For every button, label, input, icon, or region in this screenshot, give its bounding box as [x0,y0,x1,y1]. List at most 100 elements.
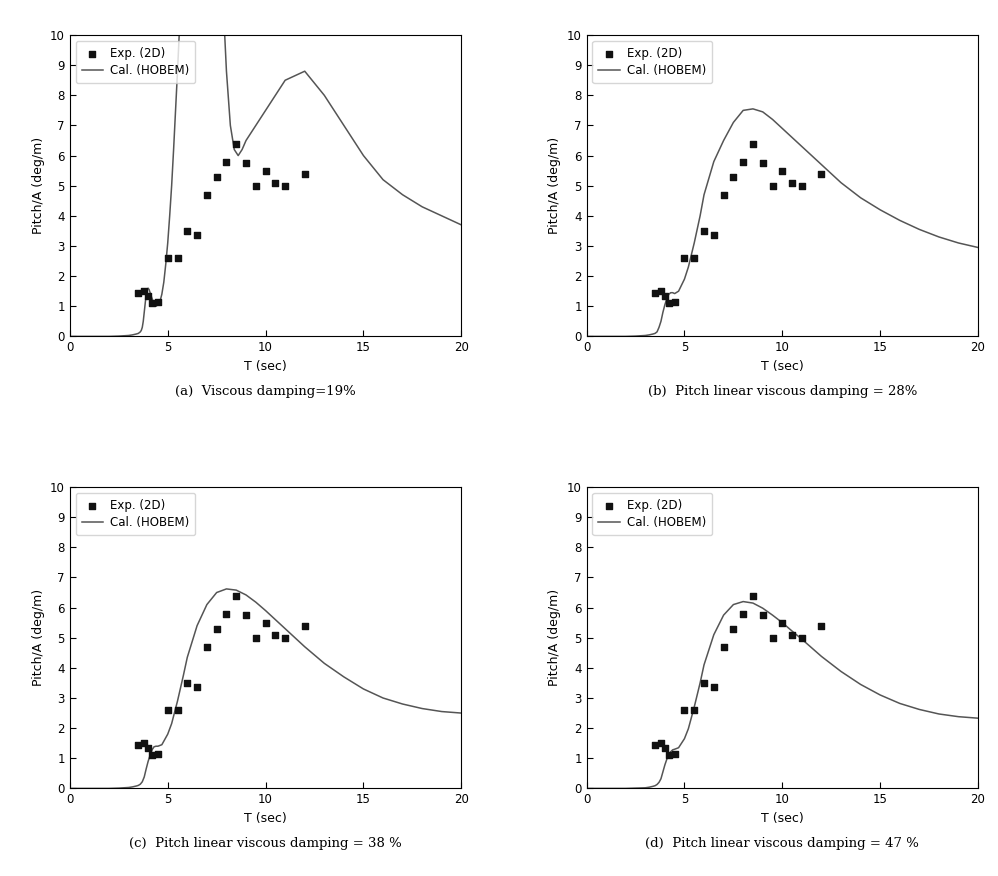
Cal. (HOBEM) [766,610,778,620]
Exp. (2D) [248,179,263,193]
Legend: Exp. (2D), Cal. (HOBEM): Exp. (2D), Cal. (HOBEM) [76,41,196,83]
Exp. (2D) [248,631,263,645]
Cal. (HOBEM) [146,745,158,755]
Cal. (HOBEM) [152,741,164,752]
Cal. (HOBEM) [661,754,673,765]
Cal. (HOBEM) [139,772,151,782]
Exp. (2D) [267,628,283,642]
Cal. (HOBEM) [84,783,96,794]
Exp. (2D) [170,703,186,717]
Cal. (HOBEM) [661,293,673,304]
Exp. (2D) [696,224,712,238]
Cal. (HOBEM) [66,331,78,342]
X-axis label: T (sec): T (sec) [760,812,803,825]
Cal. (HOBEM) [131,328,143,339]
Cal. (HOBEM) [162,237,174,248]
Line: Cal. (HOBEM): Cal. (HOBEM) [72,0,461,336]
Exp. (2D) [150,294,166,308]
Exp. (2D) [647,286,663,300]
Cal. (HOBEM) [649,781,661,791]
Exp. (2D) [764,179,780,193]
Exp. (2D) [144,748,160,762]
Exp. (2D) [726,170,742,184]
Cal. (HOBEM) [913,704,925,715]
Exp. (2D) [219,154,235,168]
Cal. (HOBEM) [241,590,252,600]
Exp. (2D) [160,703,176,717]
Text: (c)  Pitch linear viscous damping = 38 %: (c) Pitch linear viscous damping = 38 % [129,837,402,850]
Cal. (HOBEM) [630,331,642,342]
Cal. (HOBEM) [279,624,291,634]
Cal. (HOBEM) [640,782,652,793]
Cal. (HOBEM) [600,783,612,794]
Exp. (2D) [813,166,829,180]
Cal. (HOBEM) [786,132,798,143]
Cal. (HOBEM) [630,783,642,794]
Cal. (HOBEM) [651,780,663,790]
Exp. (2D) [277,631,293,645]
Exp. (2D) [180,224,196,238]
Cal. (HOBEM) [318,658,330,668]
Cal. (HOBEM) [131,781,143,791]
Cal. (HOBEM) [653,322,665,333]
Cal. (HOBEM) [377,693,389,703]
Cal. (HOBEM) [657,766,669,777]
Cal. (HOBEM) [269,614,281,625]
Cal. (HOBEM) [673,743,685,753]
Cal. (HOBEM) [667,745,679,755]
Cal. (HOBEM) [338,672,350,682]
Cal. (HOBEM) [142,756,154,766]
Exp. (2D) [657,741,673,755]
Cal. (HOBEM) [718,610,730,620]
Exp. (2D) [764,631,780,645]
Cal. (HOBEM) [728,117,740,128]
Exp. (2D) [813,618,829,632]
Exp. (2D) [209,170,225,184]
Y-axis label: Pitch/A (deg/m): Pitch/A (deg/m) [32,590,45,686]
Exp. (2D) [219,606,235,620]
Cal. (HOBEM) [156,289,168,300]
Exp. (2D) [774,616,790,630]
Cal. (HOBEM) [144,750,156,760]
Cal. (HOBEM) [952,237,964,248]
Cal. (HOBEM) [747,103,758,114]
Cal. (HOBEM) [698,660,710,670]
Cal. (HOBEM) [653,777,665,788]
Exp. (2D) [736,154,751,168]
Line: Cal. (HOBEM): Cal. (HOBEM) [72,589,461,788]
Cal. (HOBEM) [231,585,243,596]
Exp. (2D) [199,187,215,201]
Cal. (HOBEM) [708,630,720,640]
Exp. (2D) [784,628,800,642]
Legend: Exp. (2D), Cal. (HOBEM): Exp. (2D), Cal. (HOBEM) [593,41,712,83]
Exp. (2D) [661,296,677,310]
Cal. (HOBEM) [583,783,595,794]
Cal. (HOBEM) [665,746,677,757]
Exp. (2D) [667,746,683,760]
Exp. (2D) [144,296,160,310]
Cal. (HOBEM) [357,683,369,694]
Exp. (2D) [677,251,693,265]
Cal. (HOBEM) [127,781,139,792]
Exp. (2D) [296,166,312,180]
Exp. (2D) [667,294,683,308]
Exp. (2D) [189,229,205,243]
Cal. (HOBEM) [728,599,740,610]
Cal. (HOBEM) [795,141,807,152]
Cal. (HOBEM) [123,782,135,793]
Exp. (2D) [754,156,770,170]
Exp. (2D) [687,251,703,265]
Cal. (HOBEM) [591,783,603,794]
Cal. (HOBEM) [250,597,261,607]
Cal. (HOBEM) [148,742,160,752]
Cal. (HOBEM) [649,328,661,339]
Cal. (HOBEM) [679,274,691,285]
Cal. (HOBEM) [655,316,667,327]
Cal. (HOBEM) [191,620,203,631]
Exp. (2D) [140,289,156,303]
Cal. (HOBEM) [655,774,667,784]
Cal. (HOBEM) [377,174,389,185]
Cal. (HOBEM) [150,741,162,752]
Cal. (HOBEM) [591,331,603,342]
Cal. (HOBEM) [651,327,663,337]
